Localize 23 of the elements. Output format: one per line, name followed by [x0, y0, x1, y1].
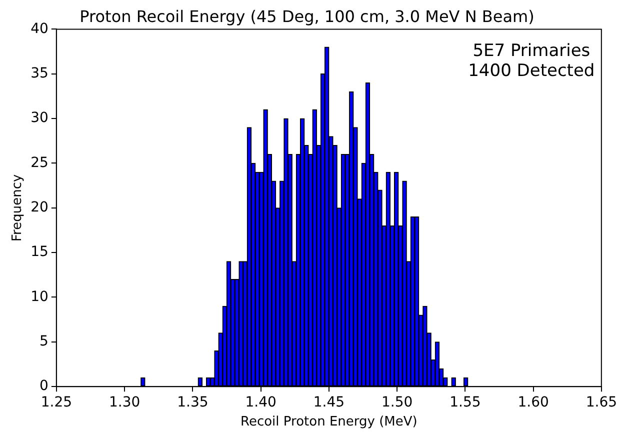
y-tick-label: 10	[30, 288, 48, 305]
y-tick-label: 30	[30, 110, 48, 126]
annotation: 5E7 Primaries	[472, 41, 590, 62]
y-tick-label: 5	[39, 334, 48, 350]
x-tick-label: 1.30	[108, 394, 140, 411]
annotation: 1400 Detected	[468, 61, 595, 82]
x-axis-title: Recoil Proton Energy (MeV)	[240, 414, 418, 430]
x-tick-label: 1.55	[450, 394, 481, 411]
x-tick-label: 1.45	[313, 394, 344, 411]
y-tick-label: 25	[30, 154, 48, 171]
x-tick-label: 1.60	[518, 394, 549, 411]
y-tick-label: 15	[30, 244, 48, 260]
y-tick-label: 20	[30, 200, 48, 216]
x-tick-label: 1.35	[177, 394, 208, 411]
x-tick-label: 1.50	[381, 394, 413, 411]
y-tick-label: 0	[39, 378, 48, 394]
y-axis-title: Frequency	[10, 174, 26, 242]
y-tick-label: 35	[30, 66, 48, 82]
x-tick-label: 1.65	[586, 394, 617, 411]
chart-title: Proton Recoil Energy (45 Deg, 100 cm, 3.0 MeV N Beam)	[80, 6, 534, 26]
x-tick-label: 1.40	[245, 394, 276, 411]
x-tick-label: 1.25	[40, 394, 72, 411]
y-tick-label: 40	[30, 20, 48, 37]
